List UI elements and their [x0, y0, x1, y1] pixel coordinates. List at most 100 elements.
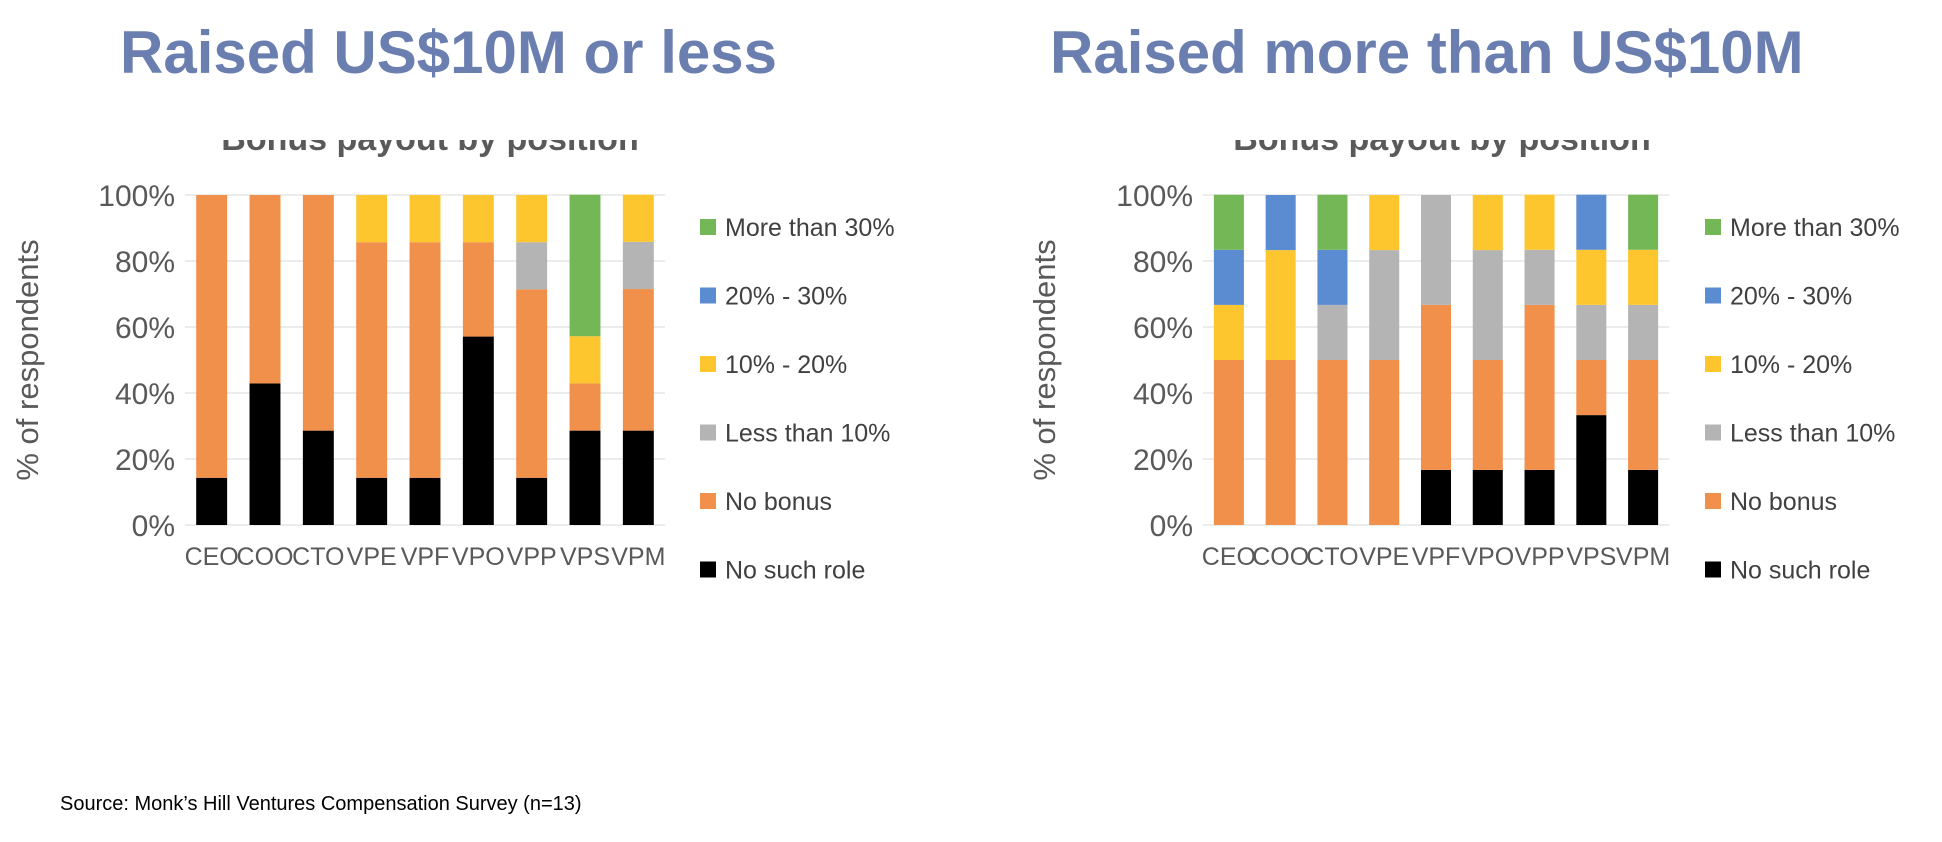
- bar-less-than-10: [516, 242, 548, 290]
- legend-label: No bonus: [1730, 488, 1837, 516]
- bar-less-than-10: [1524, 249, 1555, 305]
- bar-more-than-30: [569, 194, 601, 337]
- bar-no-bonus: [356, 242, 388, 478]
- bar-no-bonus: [409, 242, 441, 478]
- legend-swatch: [1705, 424, 1721, 441]
- bar-20-30: [1576, 194, 1607, 250]
- bar-20-30: [1317, 249, 1348, 305]
- bar-more-than-30: [1628, 194, 1659, 250]
- bar-no-bonus: [302, 195, 334, 431]
- bar-no-such-role: [1524, 469, 1555, 525]
- y-tick-label: 100%: [1116, 180, 1193, 213]
- x-tick-label: VPF: [401, 543, 450, 571]
- legend-swatch: [1705, 561, 1721, 578]
- legend-swatch: [700, 424, 716, 441]
- bar-no-such-role: [462, 336, 494, 525]
- bar-less-than-10: [622, 241, 654, 290]
- bar-10-20: [409, 195, 441, 243]
- stacked-bar-chart: Bonus payout by position 0% 20% 40% 60% 80% 10…: [1027, 140, 1900, 585]
- bar-20-30: [1213, 249, 1244, 305]
- y-tick-label: 60%: [1133, 312, 1193, 345]
- bar-more-than-30: [1213, 194, 1244, 250]
- y-tick-label: 60%: [115, 312, 175, 345]
- x-tick-label: VPP: [507, 543, 557, 571]
- y-tick-label: 40%: [115, 378, 175, 411]
- bar-no-such-role: [1628, 469, 1659, 525]
- bar-less-than-10: [1317, 304, 1348, 360]
- bar-10-20: [1628, 249, 1659, 305]
- bar-no-such-role: [356, 477, 388, 525]
- bar-no-bonus: [1628, 360, 1659, 470]
- panel-large-raise: Raised more than US$10M Bonus payout by …: [1005, 0, 1942, 760]
- bar-no-bonus: [1524, 304, 1555, 470]
- y-tick-label: 40%: [1133, 378, 1193, 411]
- bar-no-such-role: [196, 477, 228, 525]
- bar-no-bonus: [1576, 360, 1607, 416]
- bar-no-bonus: [1420, 304, 1452, 470]
- bar-no-bonus: [1265, 360, 1296, 525]
- y-tick-label: 20%: [115, 444, 175, 477]
- legend-label: Less than 10%: [1730, 420, 1895, 448]
- bar-10-20: [622, 194, 654, 242]
- x-tick-label: VPP: [1515, 543, 1565, 571]
- x-tick-label: CEO: [1202, 543, 1256, 571]
- legend-label: More than 30%: [725, 214, 895, 242]
- x-tick-label: VPO: [1461, 543, 1514, 571]
- bar-less-than-10: [1576, 304, 1607, 360]
- bar-no-bonus: [1369, 360, 1400, 525]
- bar-less-than-10: [1472, 250, 1503, 360]
- bar-no-such-role: [1420, 469, 1452, 525]
- x-tick-label: COO: [1252, 543, 1309, 571]
- source-note: Source: Monk’s Hill Ventures Compensatio…: [60, 793, 582, 815]
- x-tick-label: VPO: [452, 543, 505, 571]
- legend-label: 10% - 20%: [725, 351, 847, 379]
- x-tick-label: VPS: [560, 543, 610, 571]
- legend-label: Less than 10%: [725, 420, 890, 448]
- stacked-bar-chart: Bonus payout by position 0% 20% 40% 60% 80% 10…: [10, 140, 895, 585]
- bar-10-20: [1524, 194, 1555, 250]
- legend-swatch: [1705, 356, 1721, 372]
- bar-no-bonus: [1213, 360, 1244, 525]
- chart-title: Bonus payout by position: [221, 140, 638, 158]
- panel-heading: Raised more than US$10M: [1050, 19, 1804, 86]
- bar-10-20: [356, 195, 388, 243]
- y-tick-label: 100%: [98, 180, 175, 213]
- bar-no-bonus: [249, 195, 281, 384]
- bar-10-20: [462, 195, 494, 243]
- x-tick-label: CTO: [1306, 543, 1358, 571]
- bar-10-20: [569, 336, 601, 384]
- legend-swatch: [700, 493, 716, 509]
- bar-10-20: [1472, 195, 1503, 251]
- bar-less-than-10: [1420, 195, 1452, 305]
- x-tick-label: CTO: [292, 543, 344, 571]
- bar-no-such-role: [569, 430, 601, 525]
- bar-20-30: [1265, 195, 1296, 251]
- bar-10-20: [1213, 304, 1244, 360]
- y-axis-label: % of respondents: [1027, 239, 1062, 480]
- bar-no-bonus: [622, 289, 654, 431]
- panel-heading: Raised US$10M or less: [120, 19, 777, 86]
- legend-swatch: [700, 561, 716, 578]
- bar-no-bonus: [196, 195, 228, 478]
- chart-title: Bonus payout by position: [1233, 140, 1650, 158]
- bar-no-bonus: [569, 383, 601, 431]
- bar-10-20: [1265, 250, 1296, 360]
- x-tick-label: VPE: [1359, 543, 1409, 571]
- bar-10-20: [1576, 249, 1607, 305]
- legend-label: No such role: [1730, 557, 1870, 585]
- y-tick-label: 0%: [132, 510, 175, 543]
- bar-no-bonus: [1472, 360, 1503, 470]
- legend-label: More than 30%: [1730, 214, 1900, 242]
- x-tick-label: VPF: [1412, 543, 1461, 571]
- bar-no-bonus: [462, 242, 494, 337]
- x-tick-label: VPM: [1616, 543, 1670, 571]
- bar-less-than-10: [1628, 304, 1659, 360]
- y-tick-label: 80%: [115, 246, 175, 279]
- bar-no-such-role: [249, 383, 281, 525]
- bar-no-bonus: [1317, 360, 1348, 525]
- bar-no-such-role: [622, 430, 654, 525]
- y-tick-label: 0%: [1150, 510, 1193, 543]
- legend-label: 10% - 20%: [1730, 351, 1852, 379]
- bar-no-such-role: [1576, 415, 1607, 525]
- legend-swatch: [1705, 493, 1721, 509]
